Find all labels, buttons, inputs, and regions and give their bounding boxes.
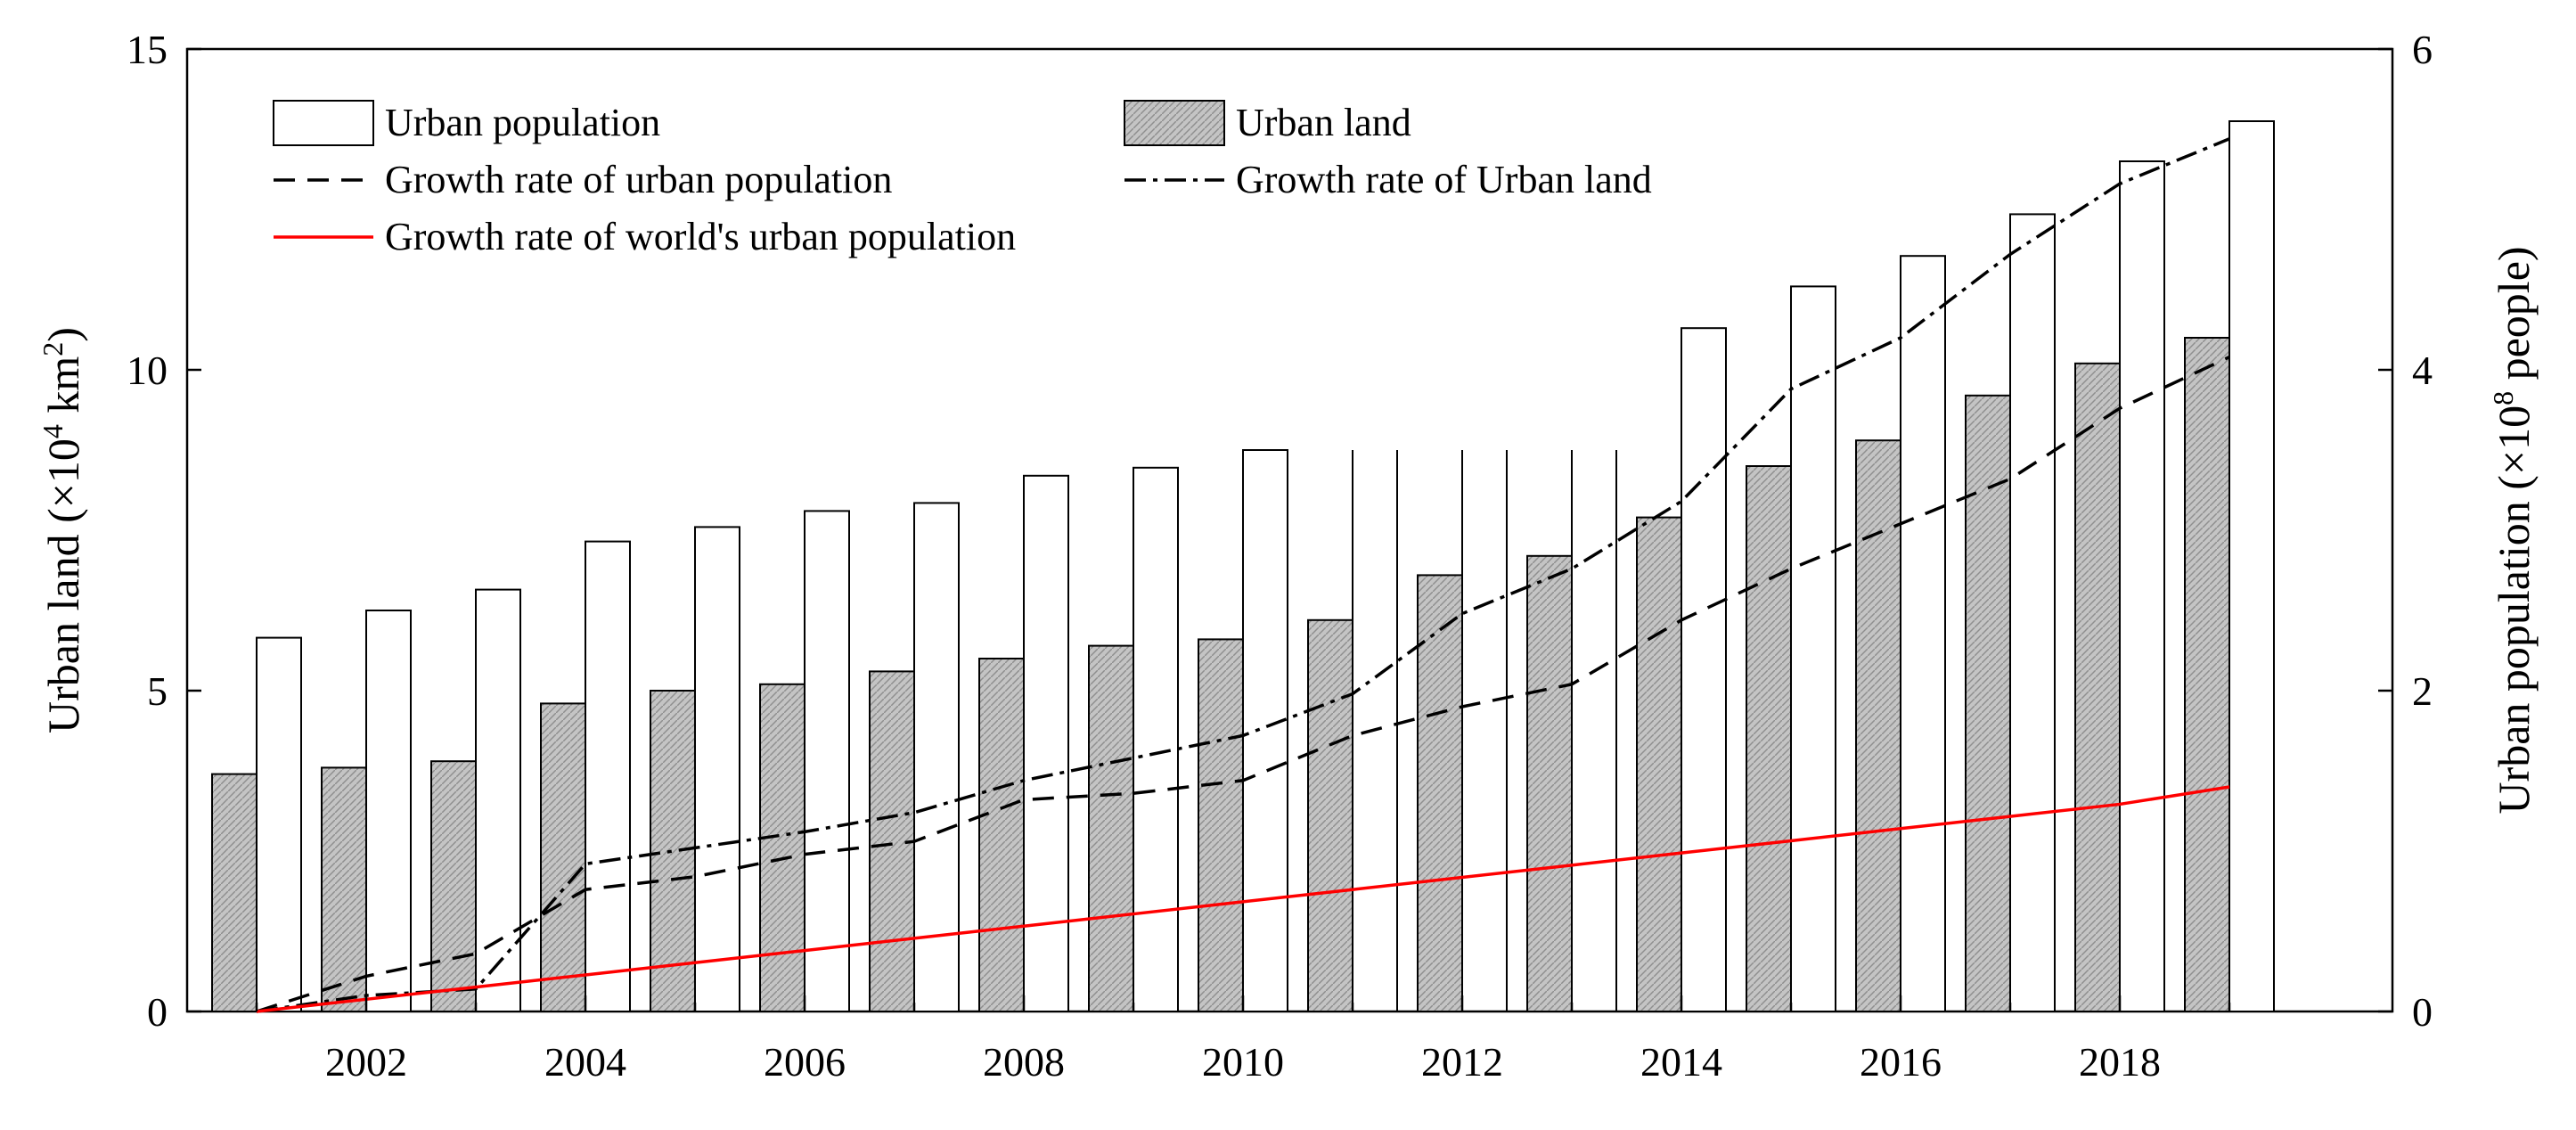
x-tick-label-2010: 2010	[1202, 1039, 1284, 1085]
right-tick-label-6: 6	[2412, 27, 2433, 72]
bar-urban-population-2008	[1023, 474, 1069, 1012]
bar-urban-population-2014	[1681, 327, 1727, 1012]
bar-urban-population-2005	[694, 526, 740, 1012]
x-tick-label-2008: 2008	[983, 1039, 1065, 1085]
bar-urban-land-2006	[759, 683, 806, 1012]
right-tick-label-4: 4	[2412, 348, 2433, 393]
left-axis-title: Urban land (×104 km2)	[37, 327, 88, 733]
bar-urban-land-2014	[1636, 516, 1682, 1012]
axis-ticks	[187, 47, 2392, 1013]
legend-symbol-urban-population	[273, 100, 374, 146]
bar-urban-population-2007	[913, 502, 960, 1012]
legend-label-urban-land: Urban land	[1236, 101, 1411, 144]
legend-label-urban-population-growth: Growth rate of urban population	[385, 158, 892, 201]
bar-urban-population-2010	[1242, 449, 1288, 1012]
bar-urban-land-2003	[430, 760, 477, 1012]
bar-urban-land-2002	[321, 766, 367, 1013]
x-tick-label-2018: 2018	[2079, 1039, 2161, 1085]
x-tick-label-2006: 2006	[764, 1039, 846, 1085]
bar-urban-population-2018	[2119, 160, 2165, 1012]
legend-label-urban-population: Urban population	[385, 101, 660, 144]
x-tick-label-2016: 2016	[1860, 1039, 1942, 1085]
bar-urban-land-2004	[540, 702, 586, 1013]
series-lines	[256, 137, 2230, 1013]
bar-urban-population-2009	[1133, 466, 1179, 1012]
plot-frame	[185, 47, 2394, 1013]
bar-urban-land-2005	[650, 690, 696, 1012]
legend-label-urban-land-growth: Growth rate of Urban land	[1236, 158, 1652, 201]
legend: Urban population Urban land Growth rate …	[273, 100, 1652, 258]
bar-urban-land-2001	[211, 773, 258, 1012]
bar-urban-land-2010	[1198, 638, 1244, 1013]
right-tick-label-2: 2	[2412, 668, 2433, 714]
bar-urban-population-2019	[2228, 120, 2275, 1012]
x-tick-label-2004: 2004	[544, 1039, 626, 1085]
urban-land-bars	[211, 337, 2230, 1013]
bar-urban-population-2004	[585, 540, 631, 1012]
bar-urban-land-2017	[1965, 394, 2011, 1012]
bar-urban-population-2001	[256, 636, 302, 1012]
line-growth-rate-of-world-s-urban-population	[256, 785, 2230, 1013]
bar-urban-land-2013	[1526, 554, 1573, 1012]
bar-urban-population-2006	[804, 510, 850, 1012]
left-tick-label-5: 5	[147, 668, 168, 714]
bar-urban-land-2009	[1088, 644, 1134, 1012]
bar-urban-land-2011	[1307, 618, 1353, 1012]
bar-urban-land-2012	[1417, 574, 1463, 1013]
x-tick-label-2014: 2014	[1640, 1039, 1722, 1085]
urban-population-bars	[256, 120, 2275, 1012]
axis-tick-labels: 0 5 10 15 0 2 4 6 2002 2004 2006 2008 2010 2012 2014 20…	[127, 27, 2433, 1085]
right-axis-title: Urban population (×108 people)	[2487, 246, 2539, 814]
legend-label-world-urban-population-growth: Growth rate of world's urban population	[385, 215, 1016, 258]
x-tick-label-2012: 2012	[1421, 1039, 1503, 1085]
bar-urban-land-2019	[2184, 337, 2230, 1012]
line-growth-rate-of-urban-land	[256, 137, 2230, 1013]
bar-urban-population-2002	[365, 610, 412, 1012]
bar-urban-land-2015	[1746, 465, 1792, 1012]
bar-urban-land-2018	[2074, 362, 2121, 1012]
bar-urban-population-2017	[2009, 213, 2056, 1012]
left-tick-label-10: 10	[127, 348, 168, 393]
line-growth-rate-of-urban-population	[256, 356, 2230, 1013]
bar-urban-population-2015	[1790, 285, 1836, 1012]
bar-urban-population-2003	[475, 588, 521, 1012]
bar-urban-land-2016	[1855, 439, 1901, 1012]
left-tick-label-0: 0	[147, 989, 168, 1035]
right-tick-label-0: 0	[2412, 989, 2433, 1035]
bar-urban-population-2016	[1900, 255, 1946, 1012]
legend-symbol-urban-land	[1124, 100, 1225, 146]
x-tick-label-2002: 2002	[325, 1039, 407, 1085]
bar-urban-land-2008	[978, 658, 1025, 1012]
left-tick-label-15: 15	[127, 27, 168, 72]
